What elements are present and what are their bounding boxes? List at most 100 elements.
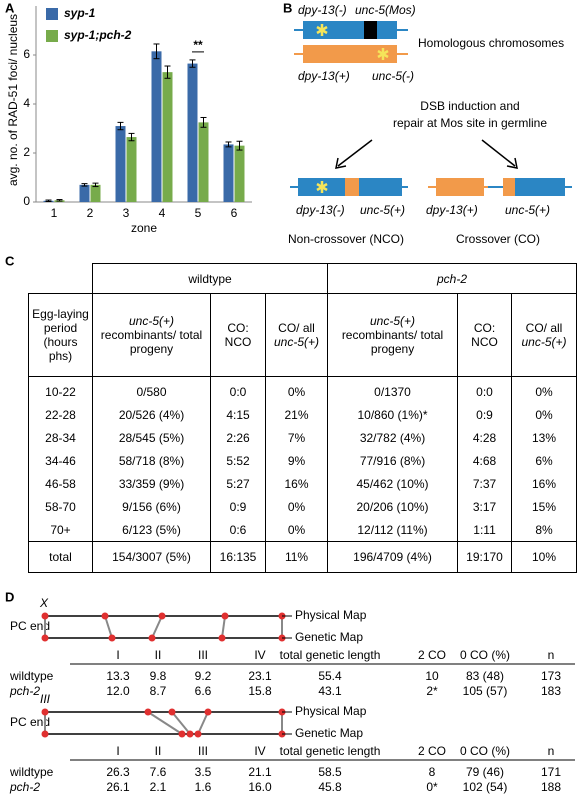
table-value: 8.7 [150,684,167,698]
table-cell: unc-5(+) recombinants/ total progeny [327,293,459,377]
table-cell: 0% [264,495,329,518]
bar [162,72,173,203]
gene-label: unc-5(Mos) [355,3,416,17]
gene-label: dpy-13(-) [298,3,347,17]
column-header: IV [254,648,265,662]
chromosome-label: III [40,692,51,706]
table-value: 2* [426,684,438,698]
marker [178,730,186,738]
table-cell: Egg-laying period (hours phs) [28,293,93,377]
table-cell: 16% [511,472,578,495]
table-cell: 77/916 (8%) [327,449,459,472]
panel-label: A [5,0,15,15]
table-row: 10-22 0/580 0:0 0% 0/1370 0:0 0% [28,376,578,403]
table-row: 58-70 9/156 (6%) 0:9 0% 20/206 (10%) 3:17 15% [28,495,578,518]
table-value: 83 (48) [466,669,504,683]
x-axis-label: zone [131,221,157,235]
table-cell: 0:6 [210,518,266,542]
error-bar [117,121,124,131]
table-value: 6.6 [195,684,212,698]
table-cell: 20/206 (10%) [327,495,459,518]
table-value: 12.0 [106,684,130,698]
marker [194,730,202,738]
column-header: I [116,648,119,662]
table-value: 8 [429,765,436,779]
chromosome [303,45,397,63]
marker [144,708,152,716]
table-value: 21.1 [248,765,272,779]
mutation-star [316,24,328,36]
table-cell: 154/3007 (5%) [92,541,211,573]
column-header: II [155,648,162,662]
gene-label: dpy-13(-) [296,203,345,217]
table-value: 7.6 [150,765,167,779]
marker [108,634,116,642]
table-value: 13.3 [106,669,130,683]
table-cell: 196/4709 (4%) [327,541,459,573]
genetic-map-label: Genetic Map [295,726,363,740]
table-cell: 20/526 (4%) [92,403,211,426]
legend-label: syp-1;pch-2 [64,28,132,42]
x-tick-label: 6 [231,206,238,220]
table-row: total 154/3007 (5%) 16:135 11% 196/4709 (4%)… [28,541,578,573]
table-value: 10 [425,669,439,683]
arrow-head [506,157,518,169]
chromosome [503,178,515,196]
gene-label: dpy-13(+) [298,69,350,83]
table-value: 26.3 [106,765,130,779]
column-header: 0 CO (%) [460,744,510,758]
genetic-map-label: Genetic Map [295,630,363,644]
error-bar [56,199,63,202]
process-label: repair at Mos site in germline [393,116,547,130]
recombination-table: wildtype pch-2 Egg-laying period (hours ph… [28,263,578,573]
table-cell: 70+ [28,518,93,542]
table-value: 58.5 [318,765,342,779]
table-cell: 33/359 (9%) [92,472,211,495]
table-value: 183 [541,684,561,698]
error-bar [236,140,243,151]
significance-label: ** [193,38,203,52]
marker [41,634,49,642]
table-cell: 3:17 [457,495,513,518]
map-connector [151,615,163,639]
panel-label: C [5,253,15,268]
chromosome [303,21,397,39]
table-cell: CO: NCO [457,293,513,377]
table-value: 43.1 [318,684,342,698]
table-cell: 11% [264,541,329,573]
table-cell: 58/718 (8%) [92,449,211,472]
arrow [337,139,373,167]
x-tick-label: 2 [87,206,94,220]
arrow-head [335,157,347,169]
table-cell: 16% [264,472,329,495]
column-header: 2 CO [418,744,446,758]
table-cell: 0/580 [92,376,211,403]
marker [41,730,49,738]
map-box [44,615,283,639]
column-header: total genetic length [280,648,381,662]
table-value: 188 [541,780,561,794]
table-cell: 28/545 (5%) [92,426,211,449]
table-value: 3.5 [195,765,212,779]
table-cell: 0% [264,518,329,542]
table-cell: 28-34 [28,426,93,449]
row-label: pch-2 [9,780,40,794]
table-cell: 5:27 [210,472,266,495]
table-cell: 32/782 (4%) [327,426,459,449]
column-header: II [155,744,162,758]
column-header: n [548,648,555,662]
table-row: Egg-laying period (hours phs) unc-5(+) re… [28,293,578,377]
table-cell: 9% [264,449,329,472]
error-bar [200,116,207,128]
y-axis-label: avg. no. of RAD-51 foci/ nucleus [6,14,20,186]
table-cell: 10-22 [28,376,93,403]
table-cell: 13% [511,426,578,449]
table-cell: CO: NCO [210,293,266,377]
table-row: 22-28 20/526 (4%) 4:15 21% 10/860 (1%)* 0:9 0% [28,403,578,426]
bar [187,63,198,203]
table-cell: unc-5(+) recombinants/ total progeny [92,293,211,377]
table-value: 16.0 [248,780,272,794]
process-label: DSB induction and [420,99,519,113]
table-value: 173 [541,669,561,683]
marker [221,612,229,620]
